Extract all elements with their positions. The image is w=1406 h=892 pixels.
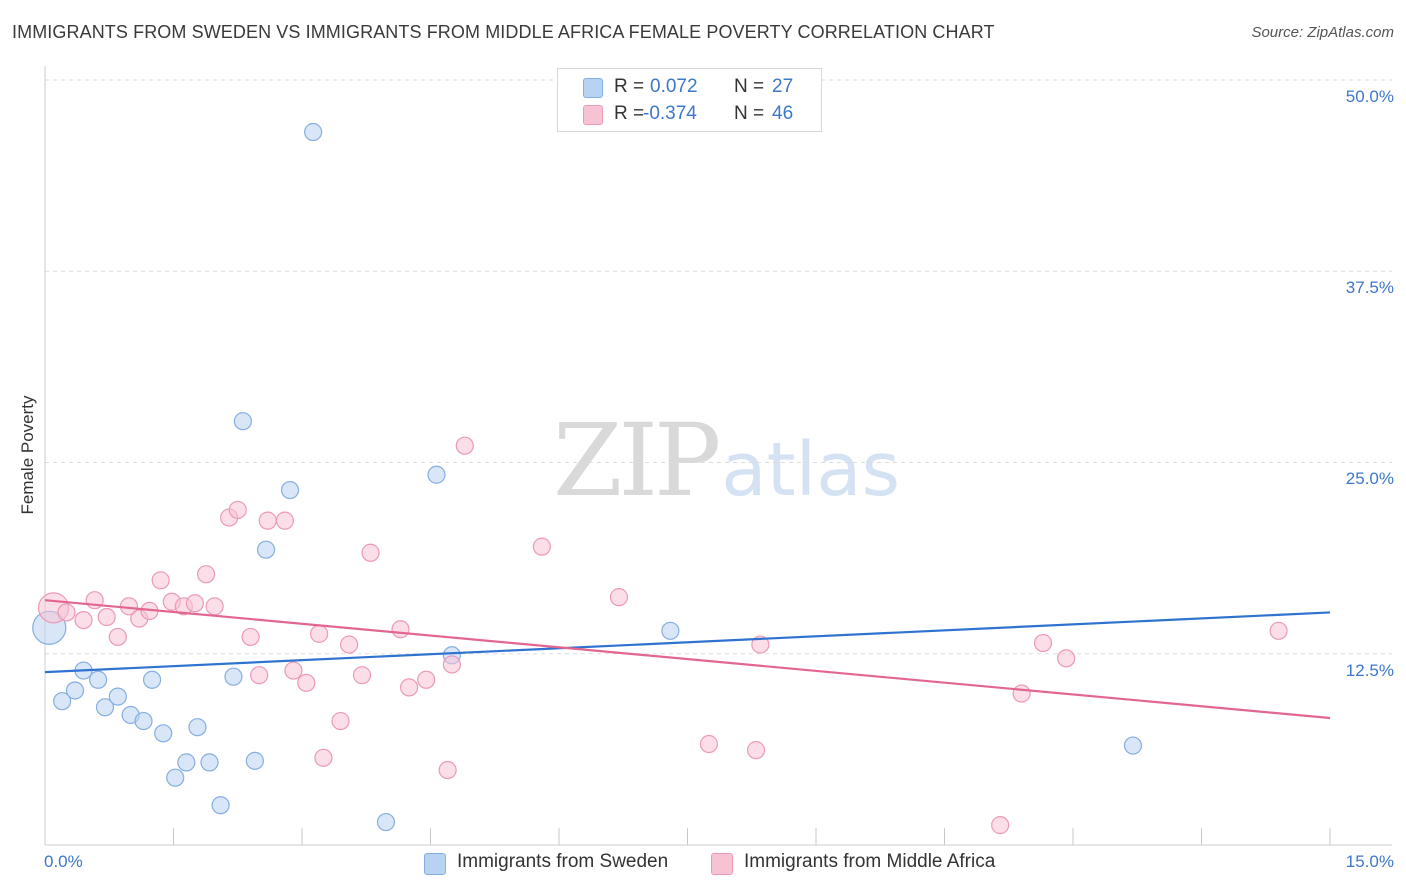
legend-swatch-sweden	[583, 78, 603, 98]
africa-point	[258, 511, 277, 530]
x-tick-label-max: 15.0%	[1345, 852, 1394, 871]
africa-point	[1269, 621, 1288, 640]
africa-point	[991, 816, 1010, 835]
africa-point	[399, 678, 419, 697]
africa-point	[1012, 684, 1031, 703]
africa-point	[1057, 649, 1076, 668]
sweden-point	[256, 540, 276, 559]
legend-swatch-africa	[583, 105, 603, 125]
africa-point	[151, 571, 170, 590]
source-credit: Source: ZipAtlas.com	[1251, 24, 1394, 41]
africa-point	[331, 711, 350, 731]
trend-layer	[44, 599, 1331, 720]
africa-point	[97, 607, 116, 627]
sweden-point	[154, 724, 173, 743]
africa-point	[241, 627, 260, 647]
x-tick-label-min: 0.0%	[44, 852, 83, 871]
legend-r-label: R =	[614, 103, 645, 124]
sweden-point	[53, 692, 72, 711]
africa-point	[746, 741, 766, 760]
sweden-point	[245, 751, 264, 770]
sweden-point	[211, 796, 230, 815]
africa-point	[751, 635, 770, 654]
sweden-point	[280, 480, 300, 500]
y-tick-label-12-5: 12.5%	[1345, 661, 1394, 680]
africa-trend-line	[44, 599, 1331, 720]
bottom-legend-label-africa: Immigrants from Middle Africa	[744, 851, 996, 872]
sweden-point	[304, 122, 323, 142]
africa-point	[57, 603, 76, 622]
bottom-legend-swatch-sweden	[424, 853, 446, 875]
sweden-point	[224, 667, 243, 686]
chart-title: IMMIGRANTS FROM SWEDEN VS IMMIGRANTS FRO…	[12, 22, 995, 42]
sweden-point	[177, 753, 196, 772]
y-tick-label-50: 50.0%	[1345, 87, 1394, 106]
bottom-legend-swatch-africa	[711, 853, 733, 875]
y-tick-label-37-5: 37.5%	[1345, 278, 1394, 297]
africa-point	[205, 597, 224, 616]
africa-point	[438, 760, 457, 780]
legend-n-value-africa: 46	[772, 103, 794, 124]
africa-point	[699, 734, 719, 754]
axis-layer	[44, 66, 1392, 846]
africa-point	[442, 655, 462, 674]
sweden-point	[166, 768, 185, 787]
sweden-point	[142, 670, 162, 689]
africa-point	[74, 610, 93, 630]
africa-point	[417, 670, 436, 689]
africa-point	[185, 594, 205, 613]
watermark-atlas: atlas	[721, 427, 901, 513]
africa-point	[196, 565, 216, 584]
africa-point	[284, 661, 303, 680]
legend-r-label: R =	[614, 76, 645, 97]
points-layer	[32, 122, 1288, 835]
sweden-point	[200, 753, 219, 772]
africa-point	[275, 511, 294, 530]
africa-point	[340, 635, 359, 654]
y-axis-label: Female Poverty	[18, 395, 37, 515]
africa-point	[455, 436, 474, 455]
legend-n-value-sweden: 27	[772, 76, 794, 97]
africa-point	[108, 627, 127, 647]
africa-point	[361, 543, 380, 562]
legend-n-label: N =	[734, 76, 765, 97]
sweden-point	[95, 698, 115, 717]
africa-point	[532, 537, 551, 556]
africa-point	[297, 673, 316, 692]
africa-point	[250, 666, 269, 685]
watermark-zip: ZIP	[553, 402, 721, 519]
africa-point	[391, 620, 410, 639]
bottom-legend-label-sweden: Immigrants from Sweden	[457, 851, 669, 872]
legend-n-label: N =	[734, 103, 765, 124]
sweden-point	[65, 681, 85, 700]
africa-point	[609, 588, 629, 607]
africa-point	[314, 748, 333, 767]
grid-layer	[45, 79, 1392, 655]
sweden-point	[233, 412, 252, 431]
sweden-point	[1123, 736, 1143, 755]
africa-point	[352, 666, 372, 685]
sweden-point	[661, 621, 680, 640]
sweden-trend-line	[44, 611, 1331, 674]
sweden-point	[108, 687, 127, 706]
y-tick-label-25: 25.0%	[1345, 469, 1394, 488]
sweden-point	[134, 711, 153, 731]
sweden-point	[427, 465, 446, 484]
africa-point	[1033, 633, 1053, 653]
watermark: ZIPatlas	[553, 402, 900, 519]
legend-r-value-sweden: 0.072	[650, 76, 698, 97]
sweden-point	[376, 812, 396, 832]
africa-point	[310, 624, 329, 643]
sweden-point	[188, 718, 207, 737]
sweden-point	[89, 670, 108, 689]
legend-r-value-africa: -0.374	[643, 103, 697, 124]
africa-point	[228, 500, 247, 520]
correlation-legend: R = 0.072 N = 27 R = -0.374 N = 46	[557, 68, 822, 132]
